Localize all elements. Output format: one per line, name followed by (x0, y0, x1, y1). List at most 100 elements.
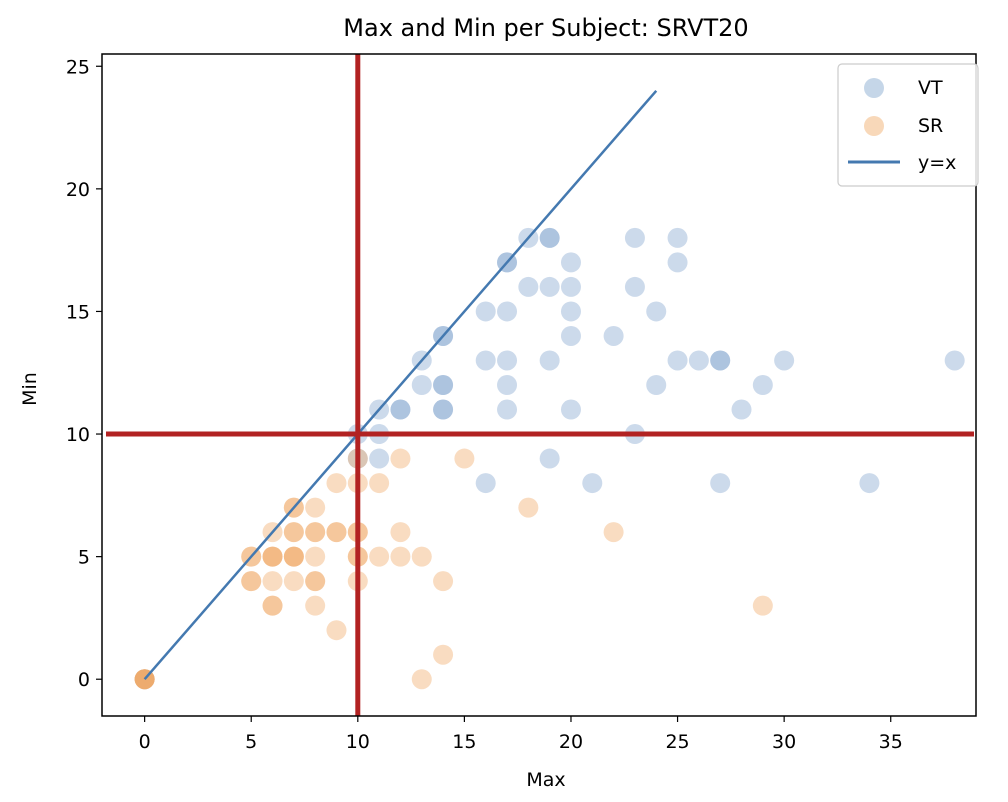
point-vt-4 (369, 448, 390, 469)
point-vt-22 (497, 375, 518, 395)
point-vt-54 (944, 350, 965, 371)
point-vt-27 (539, 227, 560, 248)
point-vt-30 (539, 448, 560, 469)
point-vt-29 (539, 350, 560, 371)
y-tick-label-20: 20 (66, 179, 90, 201)
point-vt-36 (582, 473, 603, 494)
x-tick-label-30: 30 (772, 731, 796, 753)
point-sr-8 (241, 571, 262, 592)
point-vt-48 (710, 350, 731, 371)
point-vt-20 (497, 301, 518, 322)
point-sr-22 (283, 546, 304, 567)
point-sr-45 (390, 522, 411, 543)
point-sr-29 (305, 571, 326, 592)
point-vt-32 (560, 276, 581, 297)
point-vt-33 (560, 301, 581, 322)
point-sr-27 (305, 546, 326, 567)
point-vt-6 (390, 399, 411, 420)
legend-label-identity: y=x (918, 152, 956, 174)
point-sr-44 (390, 448, 411, 469)
point-sr-30 (305, 595, 326, 616)
x-tick-label-20: 20 (559, 731, 583, 753)
point-sr-15 (262, 595, 283, 616)
point-vt-25 (518, 276, 539, 297)
legend-label-vt: VT (918, 77, 943, 99)
x-axis-label: Max (526, 769, 565, 791)
point-vt-38 (624, 227, 645, 248)
point-sr-52 (518, 497, 539, 518)
y-tick-label-15: 15 (66, 301, 90, 323)
point-vt-5 (390, 399, 411, 420)
x-tick-label-35: 35 (879, 731, 903, 753)
y-tick-label-25: 25 (66, 56, 90, 78)
point-vt-8 (411, 375, 432, 395)
x-tick-label-15: 15 (452, 731, 476, 753)
point-vt-31 (560, 252, 581, 273)
point-sr-54 (752, 595, 773, 616)
x-tick-label-5: 5 (245, 731, 257, 753)
point-vt-51 (752, 375, 773, 395)
point-sr-34 (326, 620, 347, 641)
y-tick-label-10: 10 (66, 424, 90, 446)
y-axis-label: Min (19, 372, 41, 406)
point-sr-42 (369, 473, 390, 494)
point-sr-28 (305, 571, 326, 592)
point-sr-19 (283, 522, 304, 543)
point-sr-43 (369, 546, 390, 567)
point-sr-11 (262, 546, 283, 567)
plot-area (106, 54, 974, 716)
point-sr-10 (262, 546, 283, 567)
point-sr-32 (326, 522, 347, 543)
point-vt-44 (667, 252, 688, 273)
legend-marker-vt (864, 78, 884, 98)
point-vt-13 (433, 399, 454, 420)
point-sr-12 (262, 546, 283, 567)
x-tick-label-0: 0 (139, 731, 151, 753)
point-sr-26 (305, 522, 326, 543)
point-vt-41 (646, 301, 667, 322)
point-vt-39 (624, 276, 645, 297)
point-vt-37 (603, 325, 624, 346)
point-vt-11 (433, 375, 454, 395)
point-vt-21 (497, 350, 518, 371)
point-sr-13 (262, 571, 283, 592)
point-vt-15 (475, 301, 496, 322)
point-sr-20 (283, 546, 304, 567)
y-tick-label-5: 5 (78, 547, 90, 569)
point-vt-26 (539, 227, 560, 248)
point-sr-18 (283, 522, 304, 543)
point-vt-43 (667, 227, 688, 248)
point-vt-34 (560, 325, 581, 346)
chart-title: Max and Min per Subject: SRVT20 (343, 14, 748, 42)
point-vt-16 (475, 350, 496, 371)
legend-box (837, 63, 979, 187)
point-sr-50 (433, 644, 454, 665)
point-vt-17 (475, 473, 496, 494)
point-sr-7 (241, 571, 262, 592)
point-vt-52 (774, 350, 795, 371)
point-vt-23 (497, 399, 518, 420)
point-vt-49 (710, 473, 731, 494)
point-vt-14 (433, 399, 454, 420)
point-sr-24 (305, 497, 326, 518)
point-vt-35 (560, 399, 581, 420)
legend-marker-sr (864, 116, 884, 136)
axis-ticks: 0 5 10 15 20 25 30 35 0 5 10 15 20 25 (66, 56, 903, 753)
point-sr-14 (262, 595, 283, 616)
point-sr-51 (454, 448, 475, 469)
point-vt-42 (646, 375, 667, 395)
point-vt-12 (433, 375, 454, 395)
point-vt-47 (710, 350, 731, 371)
legend: VT SR y=x (837, 63, 979, 187)
plot-frame (101, 53, 977, 717)
point-vt-53 (859, 473, 880, 494)
point-sr-48 (411, 669, 432, 690)
point-vt-45 (667, 350, 688, 371)
legend-label-sr: SR (918, 115, 943, 137)
point-sr-25 (305, 522, 326, 543)
point-sr-46 (390, 546, 411, 567)
point-sr-23 (283, 571, 304, 592)
point-vt-28 (539, 276, 560, 297)
x-tick-label-10: 10 (346, 731, 370, 753)
